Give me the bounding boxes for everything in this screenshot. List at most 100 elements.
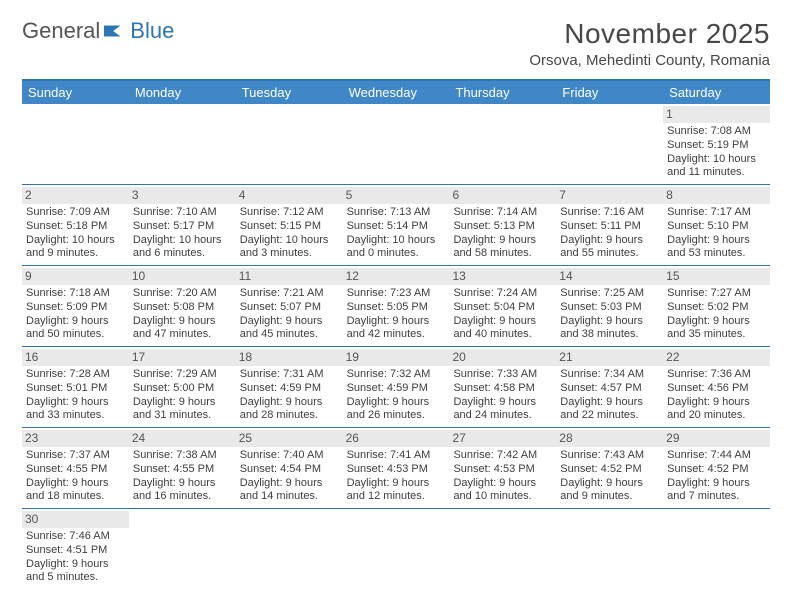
daylight-text: and 38 minutes.: [560, 328, 659, 342]
weekday-label: Thursday: [449, 81, 556, 104]
day-cell: 17Sunrise: 7:29 AMSunset: 5:00 PMDayligh…: [129, 347, 236, 427]
day-number: 6: [449, 187, 556, 204]
day-number: 18: [236, 349, 343, 366]
daylight-text: and 7 minutes.: [667, 490, 766, 504]
sunset-text: Sunset: 5:01 PM: [26, 382, 125, 396]
day-number: 7: [556, 187, 663, 204]
daylight-text: Daylight: 10 hours: [667, 153, 766, 167]
day-cell: 9Sunrise: 7:18 AMSunset: 5:09 PMDaylight…: [22, 266, 129, 346]
sunset-text: Sunset: 4:53 PM: [453, 463, 552, 477]
sunset-text: Sunset: 5:09 PM: [26, 301, 125, 315]
empty-cell: [236, 104, 343, 184]
day-cell: 25Sunrise: 7:40 AMSunset: 4:54 PMDayligh…: [236, 428, 343, 508]
day-cell: 13 Sunrise: 7:24 AMSunset: 5:04 PMDayligh…: [449, 266, 556, 346]
day-number: 1: [663, 106, 770, 123]
day-number: 27: [449, 430, 556, 447]
sunrise-text: Sunrise: 7:44 AM: [667, 449, 766, 463]
daylight-text: Daylight: 9 hours: [667, 477, 766, 491]
sunset-text: Sunset: 4:56 PM: [667, 382, 766, 396]
daylight-text: and 47 minutes.: [133, 328, 232, 342]
daylight-text: Daylight: 9 hours: [347, 396, 446, 410]
daylight-text: and 18 minutes.: [26, 490, 125, 504]
sunset-text: Sunset: 5:02 PM: [667, 301, 766, 315]
day-cell: 16Sunrise: 7:28 AMSunset: 5:01 PMDayligh…: [22, 347, 129, 427]
day-number: 3: [129, 187, 236, 204]
daylight-text: and 10 minutes.: [453, 490, 552, 504]
sunrise-text: Sunrise: 7:40 AM: [240, 449, 339, 463]
daylight-text: and 11 minutes.: [667, 166, 766, 180]
sunrise-text: Sunrise: 7:33 AM: [453, 368, 552, 382]
day-cell: 5Sunrise: 7:13 AMSunset: 5:14 PMDaylight…: [343, 185, 450, 265]
empty-cell: [556, 509, 663, 589]
sunset-text: Sunset: 5:15 PM: [240, 220, 339, 234]
day-cell: 3Sunrise: 7:10 AMSunset: 5:17 PMDaylight…: [129, 185, 236, 265]
sunset-text: Sunset: 5:04 PM: [453, 301, 552, 315]
day-number: 11: [236, 268, 343, 285]
daylight-text: and 58 minutes.: [453, 247, 552, 261]
weekday-label: Sunday: [22, 81, 129, 104]
sunset-text: Sunset: 4:59 PM: [347, 382, 446, 396]
sunset-text: Sunset: 4:58 PM: [453, 382, 552, 396]
day-cell: 7Sunrise: 7:16 AMSunset: 5:11 PMDaylight…: [556, 185, 663, 265]
daylight-text: Daylight: 9 hours: [560, 477, 659, 491]
daylight-text: Daylight: 9 hours: [560, 234, 659, 248]
day-number: 16: [22, 349, 129, 366]
week-row: 9Sunrise: 7:18 AMSunset: 5:09 PMDaylight…: [22, 266, 770, 347]
sunrise-text: Sunrise: 7:17 AM: [667, 206, 766, 220]
daylight-text: Daylight: 9 hours: [453, 234, 552, 248]
daylight-text: Daylight: 9 hours: [240, 396, 339, 410]
day-number: 14: [556, 268, 663, 285]
daylight-text: and 5 minutes.: [26, 571, 125, 585]
day-number: 13: [449, 268, 556, 285]
day-number: 26: [343, 430, 450, 447]
daylight-text: Daylight: 9 hours: [667, 234, 766, 248]
daylight-text: Daylight: 9 hours: [133, 477, 232, 491]
sunrise-text: Sunrise: 7:25 AM: [560, 287, 659, 301]
day-cell: 18Sunrise: 7:31 AMSunset: 4:59 PMDayligh…: [236, 347, 343, 427]
empty-cell: [343, 509, 450, 589]
daylight-text: and 22 minutes.: [560, 409, 659, 423]
daylight-text: Daylight: 9 hours: [667, 396, 766, 410]
sunrise-text: Sunrise: 7:24 AM: [453, 287, 552, 301]
sunrise-text: Sunrise: 7:23 AM: [347, 287, 446, 301]
daylight-text: and 28 minutes.: [240, 409, 339, 423]
day-cell: 4 Sunrise: 7:12 AMSunset: 5:15 PMDaylight…: [236, 185, 343, 265]
sunrise-text: Sunrise: 7:12 AM: [240, 206, 339, 220]
daylight-text: Daylight: 9 hours: [133, 396, 232, 410]
daylight-text: Daylight: 9 hours: [26, 396, 125, 410]
day-number: 2: [22, 187, 129, 204]
empty-cell: [556, 104, 663, 184]
daylight-text: Daylight: 9 hours: [560, 396, 659, 410]
sunrise-text: Sunrise: 7:21 AM: [240, 287, 339, 301]
day-number: 15: [663, 268, 770, 285]
empty-cell: [22, 104, 129, 184]
empty-cell: [129, 509, 236, 589]
daylight-text: Daylight: 9 hours: [453, 315, 552, 329]
day-number: 17: [129, 349, 236, 366]
sunrise-text: Sunrise: 7:32 AM: [347, 368, 446, 382]
day-cell: 2Sunrise: 7:09 AMSunset: 5:18 PMDaylight…: [22, 185, 129, 265]
day-cell: 27Sunrise: 7:42 AMSunset: 4:53 PMDayligh…: [449, 428, 556, 508]
weekday-label: Wednesday: [343, 81, 450, 104]
daylight-text: Daylight: 9 hours: [26, 477, 125, 491]
empty-cell: [449, 104, 556, 184]
sunrise-text: Sunrise: 7:29 AM: [133, 368, 232, 382]
calendar: Sunday Monday Tuesday Wednesday Thursday…: [22, 79, 770, 589]
daylight-text: and 45 minutes.: [240, 328, 339, 342]
sunrise-text: Sunrise: 7:18 AM: [26, 287, 125, 301]
day-number: 4: [236, 187, 343, 204]
sunrise-text: Sunrise: 7:27 AM: [667, 287, 766, 301]
sunset-text: Sunset: 4:55 PM: [133, 463, 232, 477]
daylight-text: Daylight: 9 hours: [667, 315, 766, 329]
day-cell: 21Sunrise: 7:34 AMSunset: 4:57 PMDayligh…: [556, 347, 663, 427]
daylight-text: Daylight: 10 hours: [240, 234, 339, 248]
daylight-text: Daylight: 9 hours: [453, 396, 552, 410]
day-number: 12: [343, 268, 450, 285]
sunrise-text: Sunrise: 7:43 AM: [560, 449, 659, 463]
empty-cell: [663, 509, 770, 589]
sunrise-text: Sunrise: 7:13 AM: [347, 206, 446, 220]
sunrise-text: Sunrise: 7:34 AM: [560, 368, 659, 382]
sunrise-text: Sunrise: 7:14 AM: [453, 206, 552, 220]
daylight-text: and 9 minutes.: [26, 247, 125, 261]
day-cell: 8Sunrise: 7:17 AMSunset: 5:10 PMDaylight…: [663, 185, 770, 265]
